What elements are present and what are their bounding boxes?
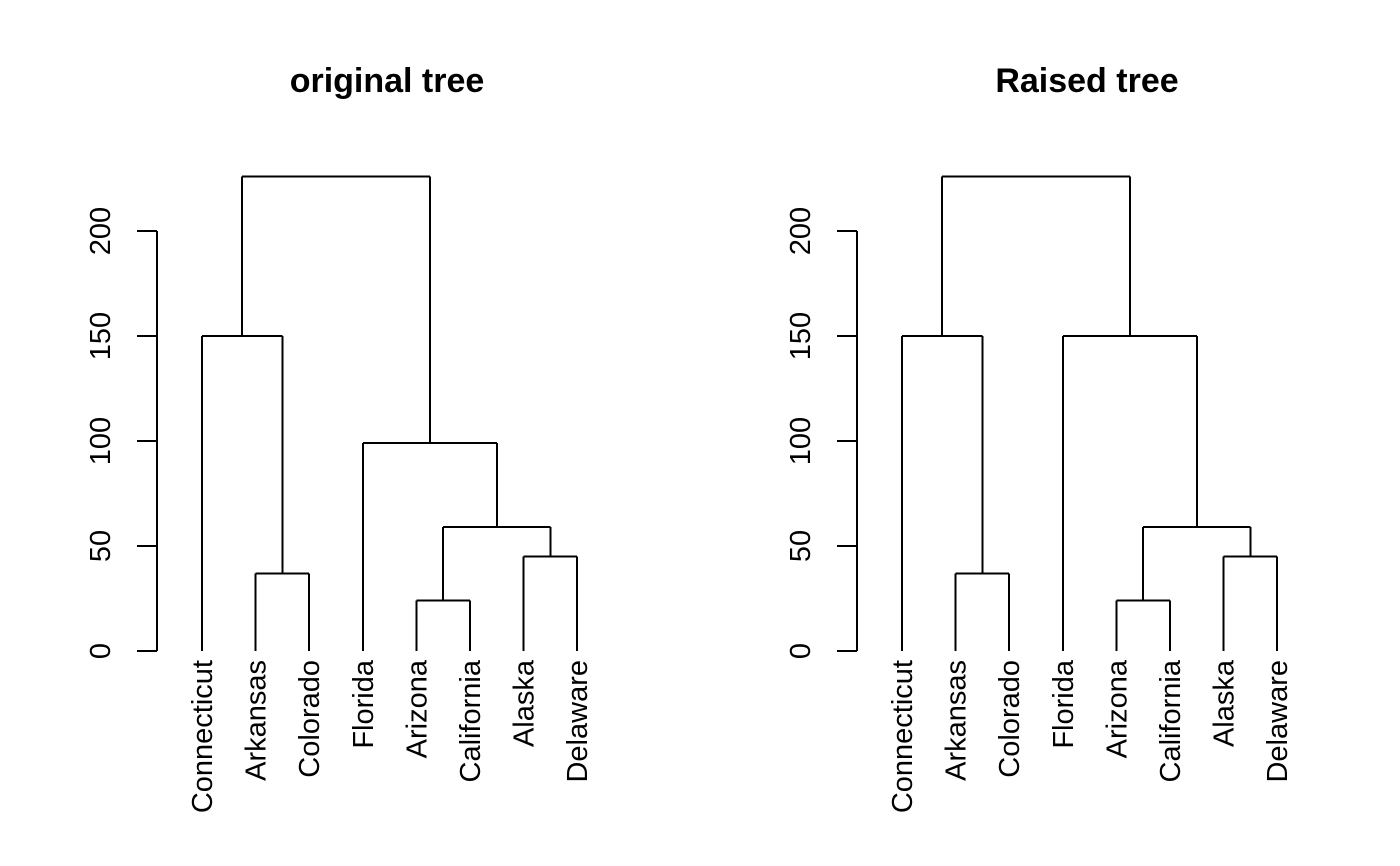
y-tick-label: 150 <box>785 312 817 360</box>
leaf-label: Delaware <box>1262 660 1294 783</box>
leaf-label: Connecticut <box>187 660 219 813</box>
y-tick-label: 100 <box>785 417 817 465</box>
y-tick-label: 200 <box>85 207 117 255</box>
y-tick-label: 200 <box>785 207 817 255</box>
leaf-label: Arizona <box>401 659 433 758</box>
leaf-label: Alaska <box>509 659 541 747</box>
dendrogram-panel-1: original tree 0 50 100 150 200 Connecticut Arka… <box>85 62 594 813</box>
leaf-label: Florida <box>1048 659 1080 749</box>
leaf-label: California <box>1155 659 1187 782</box>
y-tick-label: 0 <box>85 643 117 659</box>
chart-title: Raised tree <box>995 62 1178 100</box>
leaf-label: Colorado <box>294 660 326 778</box>
leaf-label: Connecticut <box>887 660 919 813</box>
y-tick-label: 50 <box>785 530 817 562</box>
leaf-label: California <box>455 659 487 782</box>
y-tick-label: 0 <box>785 643 817 659</box>
y-tick-label: 100 <box>85 417 117 465</box>
dendrogram-panel-2: Raised tree 0 50 100 150 200 Connecticut Arkans… <box>785 62 1294 813</box>
leaf-label: Alaska <box>1209 659 1241 747</box>
leaf-label: Arizona <box>1101 659 1133 758</box>
leaf-label: Arkansas <box>941 660 973 781</box>
leaf-label: Colorado <box>994 660 1026 778</box>
leaf-label: Delaware <box>562 660 594 783</box>
leaf-label: Florida <box>348 659 380 749</box>
y-tick-label: 150 <box>85 312 117 360</box>
chart-title: original tree <box>290 62 485 100</box>
leaf-label: Arkansas <box>241 660 273 781</box>
y-tick-label: 50 <box>85 530 117 562</box>
